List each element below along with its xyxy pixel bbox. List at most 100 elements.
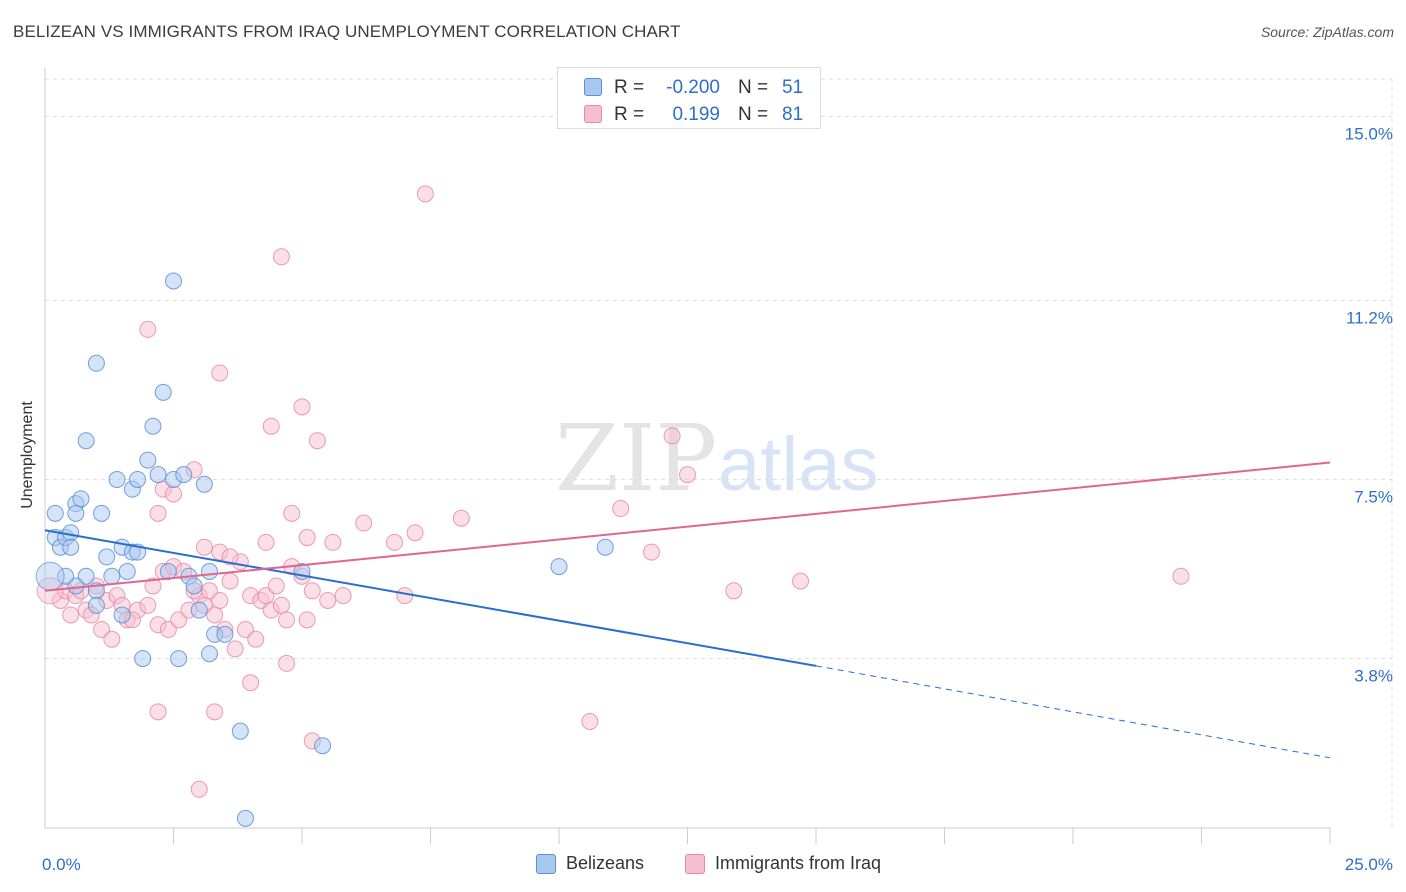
data-point: [195, 538, 213, 556]
data-point: [550, 558, 568, 576]
legend-swatch-pink: [584, 105, 602, 123]
data-point: [612, 500, 630, 518]
data-point: [149, 466, 167, 484]
legend-n-label: N =: [738, 104, 769, 125]
data-point: [272, 248, 290, 266]
data-point: [581, 713, 599, 731]
data-point: [267, 577, 285, 595]
data-point: [67, 504, 85, 522]
legend-swatch-blue: [584, 78, 602, 96]
data-point-cluster: [35, 561, 65, 591]
data-point: [236, 809, 254, 827]
legend-row-iraq: R = 0.199 N = 81: [558, 99, 820, 129]
data-point: [200, 645, 218, 663]
data-point: [596, 538, 614, 556]
data-point: [195, 475, 213, 493]
trend-line-belizeans: [44, 529, 817, 667]
y-tick-label: 11.2%: [1346, 308, 1393, 327]
data-point: [46, 504, 64, 522]
data-point: [262, 417, 280, 435]
legend-n-label: N =: [738, 77, 769, 98]
legend-r-value: 0.199: [672, 104, 720, 125]
legend-r-label: R =: [614, 104, 645, 125]
data-point: [211, 364, 229, 382]
data-point: [200, 562, 218, 580]
data-point: [93, 504, 111, 522]
data-point: [725, 582, 743, 600]
data-point: [144, 577, 162, 595]
y-tick-label: 3.8%: [1354, 667, 1393, 686]
data-point: [103, 630, 121, 648]
data-point: [386, 533, 404, 551]
data-point: [211, 591, 229, 609]
data-point: [139, 596, 157, 614]
data-point: [190, 601, 208, 619]
data-point: [170, 650, 188, 668]
trend-line-belizeans-extension: [815, 665, 1331, 759]
legend-swatch-pink: [685, 854, 705, 874]
data-point: [129, 470, 147, 488]
data-point: [679, 466, 696, 484]
data-point: [206, 606, 224, 624]
source-credit: Source: ZipAtlas.com: [1260, 24, 1394, 40]
data-point: [272, 596, 290, 614]
tick-labels: 3.8% 7.5% 11.2% 15.0% 0.0% 25.0%: [42, 124, 1393, 874]
data-point: [308, 432, 326, 450]
data-point: [278, 611, 296, 629]
data-point: [139, 451, 157, 469]
data-point: [57, 567, 75, 585]
data-point: [226, 640, 244, 658]
data-point: [103, 567, 121, 585]
data-point: [175, 466, 193, 484]
data-point: [87, 354, 105, 372]
data-point: [72, 490, 90, 508]
data-point: [303, 582, 321, 600]
data-point: [62, 524, 80, 542]
data-point: [324, 533, 342, 551]
data-point: [165, 485, 182, 503]
data-point: [293, 398, 311, 416]
data-point: [406, 524, 424, 542]
legend-r-label: R =: [614, 77, 645, 98]
legend-r-value: -0.200: [666, 77, 720, 98]
data-point: [257, 533, 275, 551]
chart-title: BELIZEAN VS IMMIGRANTS FROM IRAQ UNEMPLO…: [13, 22, 681, 41]
data-point: [334, 587, 352, 605]
y-tick-label: 15.0%: [1345, 124, 1393, 143]
legend-label-belizeans: Belizeans: [566, 853, 645, 873]
data-point: [216, 625, 234, 643]
data-point: [396, 587, 414, 605]
data-point: [190, 780, 208, 798]
data-point: [283, 504, 301, 522]
data-point: [231, 722, 249, 740]
legend-label-iraq: Immigrants from Iraq: [715, 853, 882, 873]
data-point: [792, 572, 810, 590]
data-point: [108, 470, 126, 488]
data-point: [663, 427, 681, 445]
data-point: [134, 650, 152, 668]
data-point: [319, 591, 337, 609]
data-point: [139, 320, 157, 338]
data-point: [185, 577, 203, 595]
data-point: [149, 703, 167, 721]
data-point: [77, 432, 95, 450]
watermark-atlas: atlas: [718, 422, 879, 507]
data-point: [221, 572, 239, 590]
series-belizeans-points: [35, 272, 614, 827]
data-point: [355, 514, 373, 532]
data-point: [416, 185, 434, 203]
data-point: [278, 654, 296, 672]
data-point: [1172, 567, 1190, 585]
x-tick-label: 0.0%: [42, 855, 81, 874]
data-point: [62, 606, 80, 624]
data-point: [62, 538, 80, 556]
data-point: [314, 737, 332, 755]
data-point: [206, 703, 224, 721]
legend-row-belizeans: R = -0.200 N = 51: [558, 72, 820, 102]
data-point: [118, 562, 136, 580]
data-point: [113, 606, 131, 624]
trend-line-iraq: [44, 461, 1331, 592]
data-point: [221, 548, 239, 566]
data-point: [242, 674, 260, 692]
